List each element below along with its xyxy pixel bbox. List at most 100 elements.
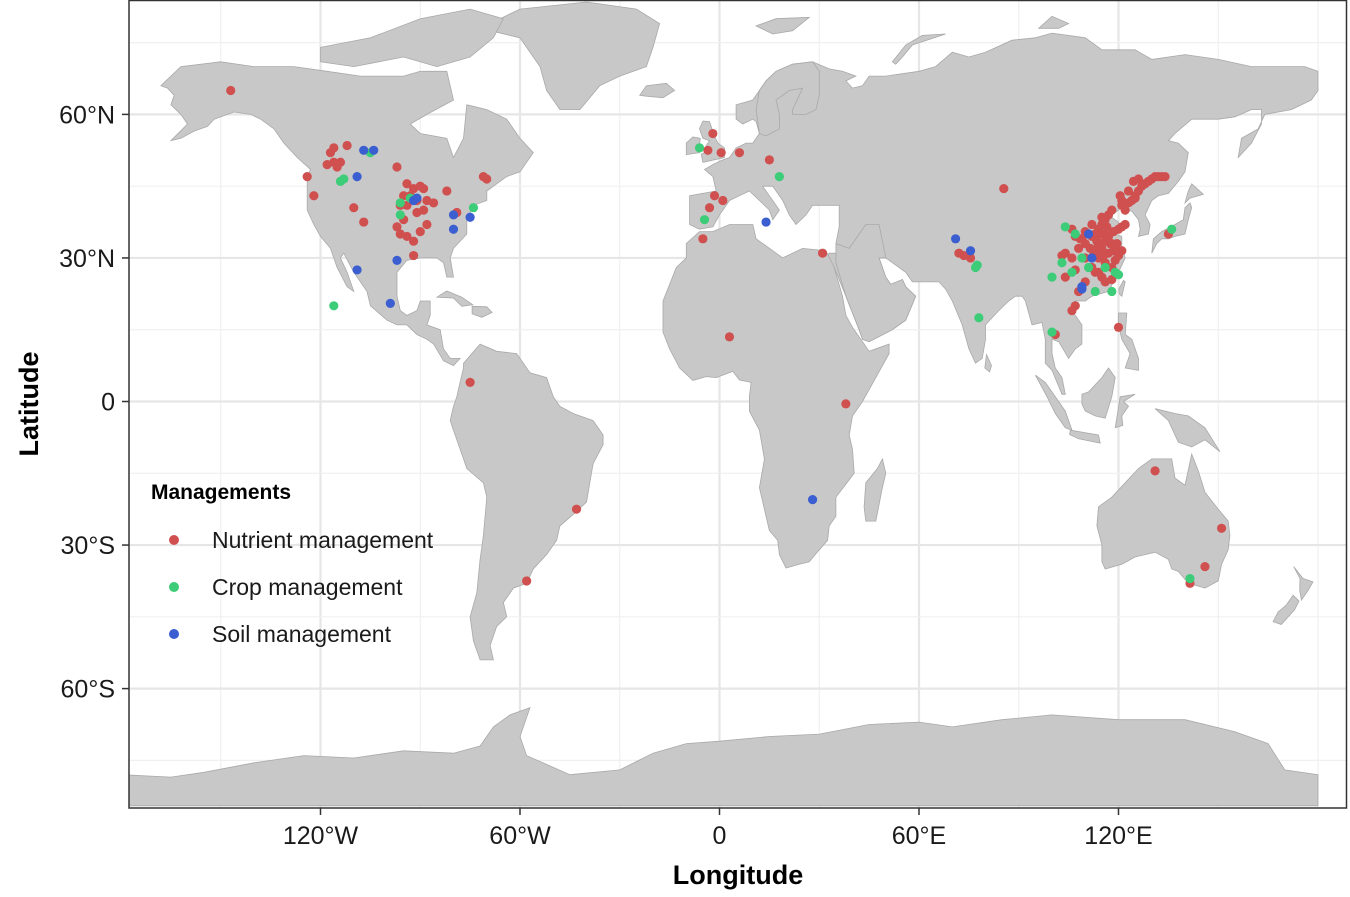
x-axis: 120°W 60°W 0 60°E 120°E [283, 808, 1153, 850]
point-nutrient-management [418, 183, 429, 194]
point-crop-management [1057, 258, 1067, 268]
point-crop-management [1113, 270, 1124, 280]
point-nutrient-management [1097, 212, 1107, 222]
point-nutrient-management [392, 222, 402, 232]
point-nutrient-management [1108, 246, 1119, 256]
land-new-zealand-north [1293, 566, 1314, 602]
point-soil-management [352, 265, 362, 275]
point-soil-management [1087, 253, 1097, 263]
point-soil-management [808, 494, 818, 505]
point-nutrient-management [332, 162, 342, 172]
point-nutrient-management [1105, 238, 1115, 249]
point-nutrient-management [1107, 205, 1117, 215]
y-tick-label: 30°S [61, 532, 115, 560]
point-crop-management [395, 198, 405, 208]
point-crop-management [1060, 222, 1070, 232]
point-nutrient-management [1107, 274, 1117, 285]
y-tick-label: 30°N [59, 245, 115, 273]
point-crop-management [1100, 262, 1110, 273]
basemap-land [129, 1, 1319, 807]
point-nutrient-management [703, 145, 713, 155]
legend-key [169, 582, 179, 592]
legend-title: Managements [151, 481, 291, 504]
data-points [226, 85, 1227, 588]
land-new-guinea [1154, 408, 1221, 453]
land-svalbard [755, 16, 811, 35]
point-soil-management [392, 255, 402, 265]
land-cuba [435, 290, 474, 307]
legend-label: Soil management [212, 621, 392, 647]
land-north-america [160, 61, 534, 367]
point-nutrient-management [817, 248, 828, 258]
land-antarctica [129, 707, 1319, 807]
point-nutrient-management [1112, 238, 1122, 249]
point-crop-management [468, 203, 479, 213]
point-soil-management [352, 172, 362, 182]
point-nutrient-management [409, 236, 419, 246]
point-nutrient-management [1093, 267, 1104, 277]
point-crop-management [694, 143, 705, 153]
point-soil-management [465, 212, 475, 222]
point-nutrient-management [428, 198, 439, 208]
point-nutrient-management [415, 227, 425, 237]
point-nutrient-management [1216, 523, 1227, 533]
point-crop-management [1167, 224, 1177, 234]
point-soil-management [385, 298, 395, 309]
land-hispaniola [471, 305, 493, 318]
land-arabia [835, 224, 917, 343]
land-africa [662, 224, 890, 569]
point-soil-management [369, 145, 379, 155]
land-sulawesi [1114, 393, 1136, 429]
y-tick-label: 60°N [59, 101, 115, 129]
point-nutrient-management [482, 174, 492, 184]
point-nutrient-management [1102, 222, 1112, 232]
point-nutrient-management [1123, 186, 1134, 196]
land-madagascar [863, 457, 887, 522]
point-nutrient-management [716, 148, 726, 158]
land-arctic-islands [320, 8, 504, 68]
point-nutrient-management [1077, 234, 1087, 244]
point-nutrient-management [402, 179, 412, 189]
point-soil-management [761, 217, 771, 227]
point-nutrient-management [349, 203, 359, 213]
point-nutrient-management [708, 128, 718, 139]
land-iceland [638, 82, 676, 99]
point-nutrient-management [571, 504, 582, 514]
legend-key [169, 535, 179, 545]
land-taiwan [1118, 279, 1126, 297]
point-soil-management [1083, 229, 1094, 239]
x-tick-label: 60°W [489, 822, 551, 850]
point-nutrient-management [698, 234, 708, 244]
y-axis-title: Latitude [14, 352, 44, 457]
point-crop-management [1070, 229, 1080, 239]
point-nutrient-management [1150, 466, 1160, 476]
point-nutrient-management [734, 148, 745, 158]
point-nutrient-management [718, 195, 728, 206]
point-nutrient-management [1200, 561, 1210, 572]
point-nutrient-management [1067, 253, 1077, 263]
y-tick-label: 0 [101, 389, 115, 417]
point-nutrient-management [359, 217, 369, 227]
point-soil-management [359, 145, 369, 155]
point-crop-management [1107, 286, 1117, 297]
point-nutrient-management [841, 399, 851, 409]
land-greenland [478, 1, 661, 110]
point-nutrient-management [226, 85, 236, 96]
point-crop-management [1077, 253, 1087, 263]
point-soil-management [950, 234, 961, 244]
point-nutrient-management [1074, 243, 1084, 253]
x-tick-label: 60°E [892, 822, 946, 850]
point-nutrient-management [1095, 229, 1105, 239]
point-nutrient-management [704, 203, 715, 213]
land-borneo [1081, 367, 1116, 419]
point-nutrient-management [465, 377, 475, 387]
x-tick-label: 0 [713, 822, 727, 850]
point-crop-management [329, 301, 339, 311]
point-nutrient-management [1067, 305, 1077, 316]
point-nutrient-management [442, 186, 452, 196]
point-crop-management [970, 262, 981, 273]
point-nutrient-management [409, 250, 419, 261]
point-nutrient-management [965, 253, 976, 263]
point-nutrient-management [422, 219, 432, 230]
